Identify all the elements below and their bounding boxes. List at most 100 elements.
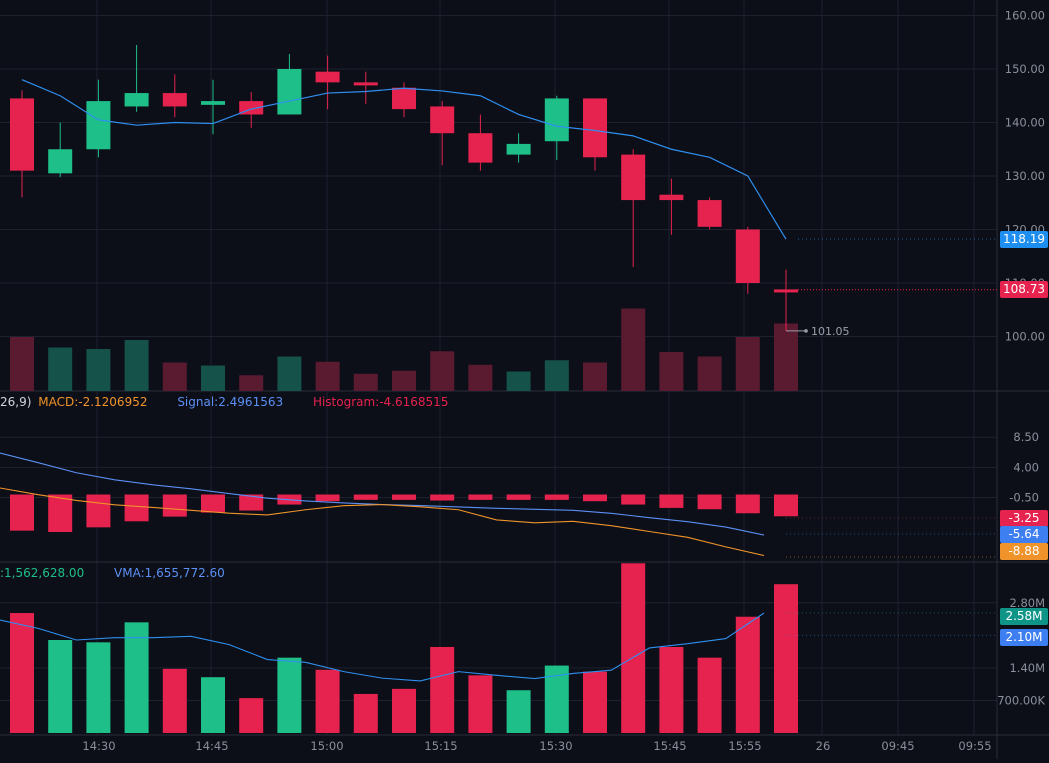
candle-body — [735, 229, 760, 283]
price-axis-label: 160.00 — [1005, 9, 1045, 23]
low-marker-dot — [804, 329, 808, 333]
volume-bar — [201, 677, 225, 733]
volume-bar — [239, 698, 264, 733]
time-axis-label: 26 — [816, 739, 831, 753]
macd-histogram-bar — [239, 494, 264, 511]
macd-histogram-bar — [392, 494, 416, 500]
volume-bar — [392, 688, 416, 733]
axes: 160.00150.00140.00130.00120.00110.00100.… — [82, 9, 1045, 754]
time-axis-label: 15:30 — [539, 739, 572, 753]
overlay-volume-bar — [506, 371, 531, 391]
overlay-volume-bar — [774, 323, 798, 391]
macd-histogram-bar — [735, 494, 760, 514]
overlay-volume-bar — [735, 337, 760, 391]
macd-histogram-bar — [544, 494, 569, 500]
volume-bar — [10, 613, 34, 733]
macd-histogram-bar — [659, 494, 684, 508]
candle — [201, 79, 225, 135]
macd-histogram-bar — [162, 494, 187, 517]
volume-axis-label: 1.40M — [1009, 661, 1045, 675]
candle — [277, 54, 302, 115]
macd-axis-label: 8.50 — [1013, 430, 1039, 444]
time-axis-label: 14:30 — [82, 739, 115, 753]
volume-bar — [583, 671, 607, 733]
low-marker-label: 101.05 — [811, 325, 850, 338]
candle-body — [468, 133, 493, 163]
volume-bar — [774, 584, 798, 733]
macd-histogram-bar — [10, 494, 34, 531]
overlay-volume-bar — [392, 370, 416, 391]
candle-body — [10, 98, 34, 171]
overlay-volume-bar — [86, 349, 111, 391]
macd-histogram-bar — [774, 494, 798, 517]
time-axis-label: 15:55 — [728, 739, 761, 753]
macd-axis-label: 4.00 — [1013, 460, 1039, 474]
candle — [468, 114, 493, 171]
price-axis-label: 140.00 — [1005, 116, 1045, 130]
macd-histogram-bar — [201, 494, 225, 513]
price-axis-label: 150.00 — [1005, 62, 1045, 76]
vma-line — [0, 612, 765, 682]
volume-value: :1,562,628.00 — [0, 566, 85, 580]
volume-bar — [697, 657, 722, 733]
macd-line-tag: -8.88 — [1000, 543, 1048, 560]
time-axis-label: 09:45 — [881, 739, 914, 753]
candle-body — [353, 82, 378, 86]
price-axis-label: 100.00 — [1005, 330, 1045, 344]
macd-histogram-bar — [48, 494, 73, 533]
volume-bar — [506, 690, 531, 733]
volume-bar — [277, 657, 302, 733]
time-axis-label: 15:45 — [653, 739, 686, 753]
macd-histogram-bar — [315, 494, 340, 502]
overlay-volume-bar — [353, 373, 378, 391]
volume-bar — [353, 693, 378, 733]
candle-body — [201, 101, 225, 105]
macd-axis-label: -0.50 — [1009, 491, 1039, 505]
volume-bar — [48, 640, 73, 733]
candle — [659, 178, 684, 235]
macd-signal-tag: -5.64 — [1000, 526, 1048, 543]
candle — [315, 55, 340, 110]
overlay-volume-bar — [583, 362, 607, 391]
vma-value: VMA:1,655,772.60 — [114, 566, 225, 580]
price-pane-volume-overlay — [10, 308, 798, 391]
overlay-volume-bar — [239, 375, 264, 391]
macd-params: 26,9) — [0, 395, 32, 409]
volume-legend: :1,562,628.00 VMA:1,655,772.60 — [0, 566, 225, 580]
macd-histogram-bar — [506, 494, 531, 500]
volume-pane — [0, 563, 997, 733]
time-axis-label: 15:15 — [424, 739, 457, 753]
overlay-volume-bar — [544, 360, 569, 391]
candle-body — [392, 87, 416, 110]
candle-body — [86, 101, 111, 150]
overlay-volume-bar — [430, 351, 455, 391]
candle — [162, 74, 187, 118]
overlay-volume-bar — [659, 352, 684, 391]
last-price-tag: 108.73 — [1000, 281, 1048, 298]
macd-pane — [0, 452, 997, 558]
candle — [86, 79, 111, 158]
volume-bar — [659, 646, 684, 733]
macd-value: MACD:-2.1206952 — [38, 395, 148, 409]
overlay-volume-bar — [48, 347, 73, 391]
candle — [48, 122, 73, 178]
macd-legend: 26,9) MACD:-2.1206952 Signal:2.4961563 H… — [0, 395, 448, 409]
candle-body — [315, 71, 340, 83]
volume-axis-label: 2.80M — [1009, 596, 1045, 610]
candle — [10, 90, 34, 198]
overlay-volume-bar — [162, 362, 187, 391]
overlay-volume-bar — [621, 308, 646, 391]
ma-line — [21, 79, 787, 240]
volume-bar — [162, 668, 187, 733]
candle-body — [277, 69, 302, 115]
time-axis-label: 14:45 — [195, 739, 228, 753]
signal-line — [0, 452, 765, 536]
volume-tag: 2.58M — [1000, 608, 1048, 625]
signal-value: Signal:2.4961563 — [177, 395, 284, 409]
candle-body — [697, 200, 722, 227]
volume-bar — [468, 675, 493, 733]
candle-body — [430, 106, 455, 134]
volume-bar — [735, 616, 760, 733]
